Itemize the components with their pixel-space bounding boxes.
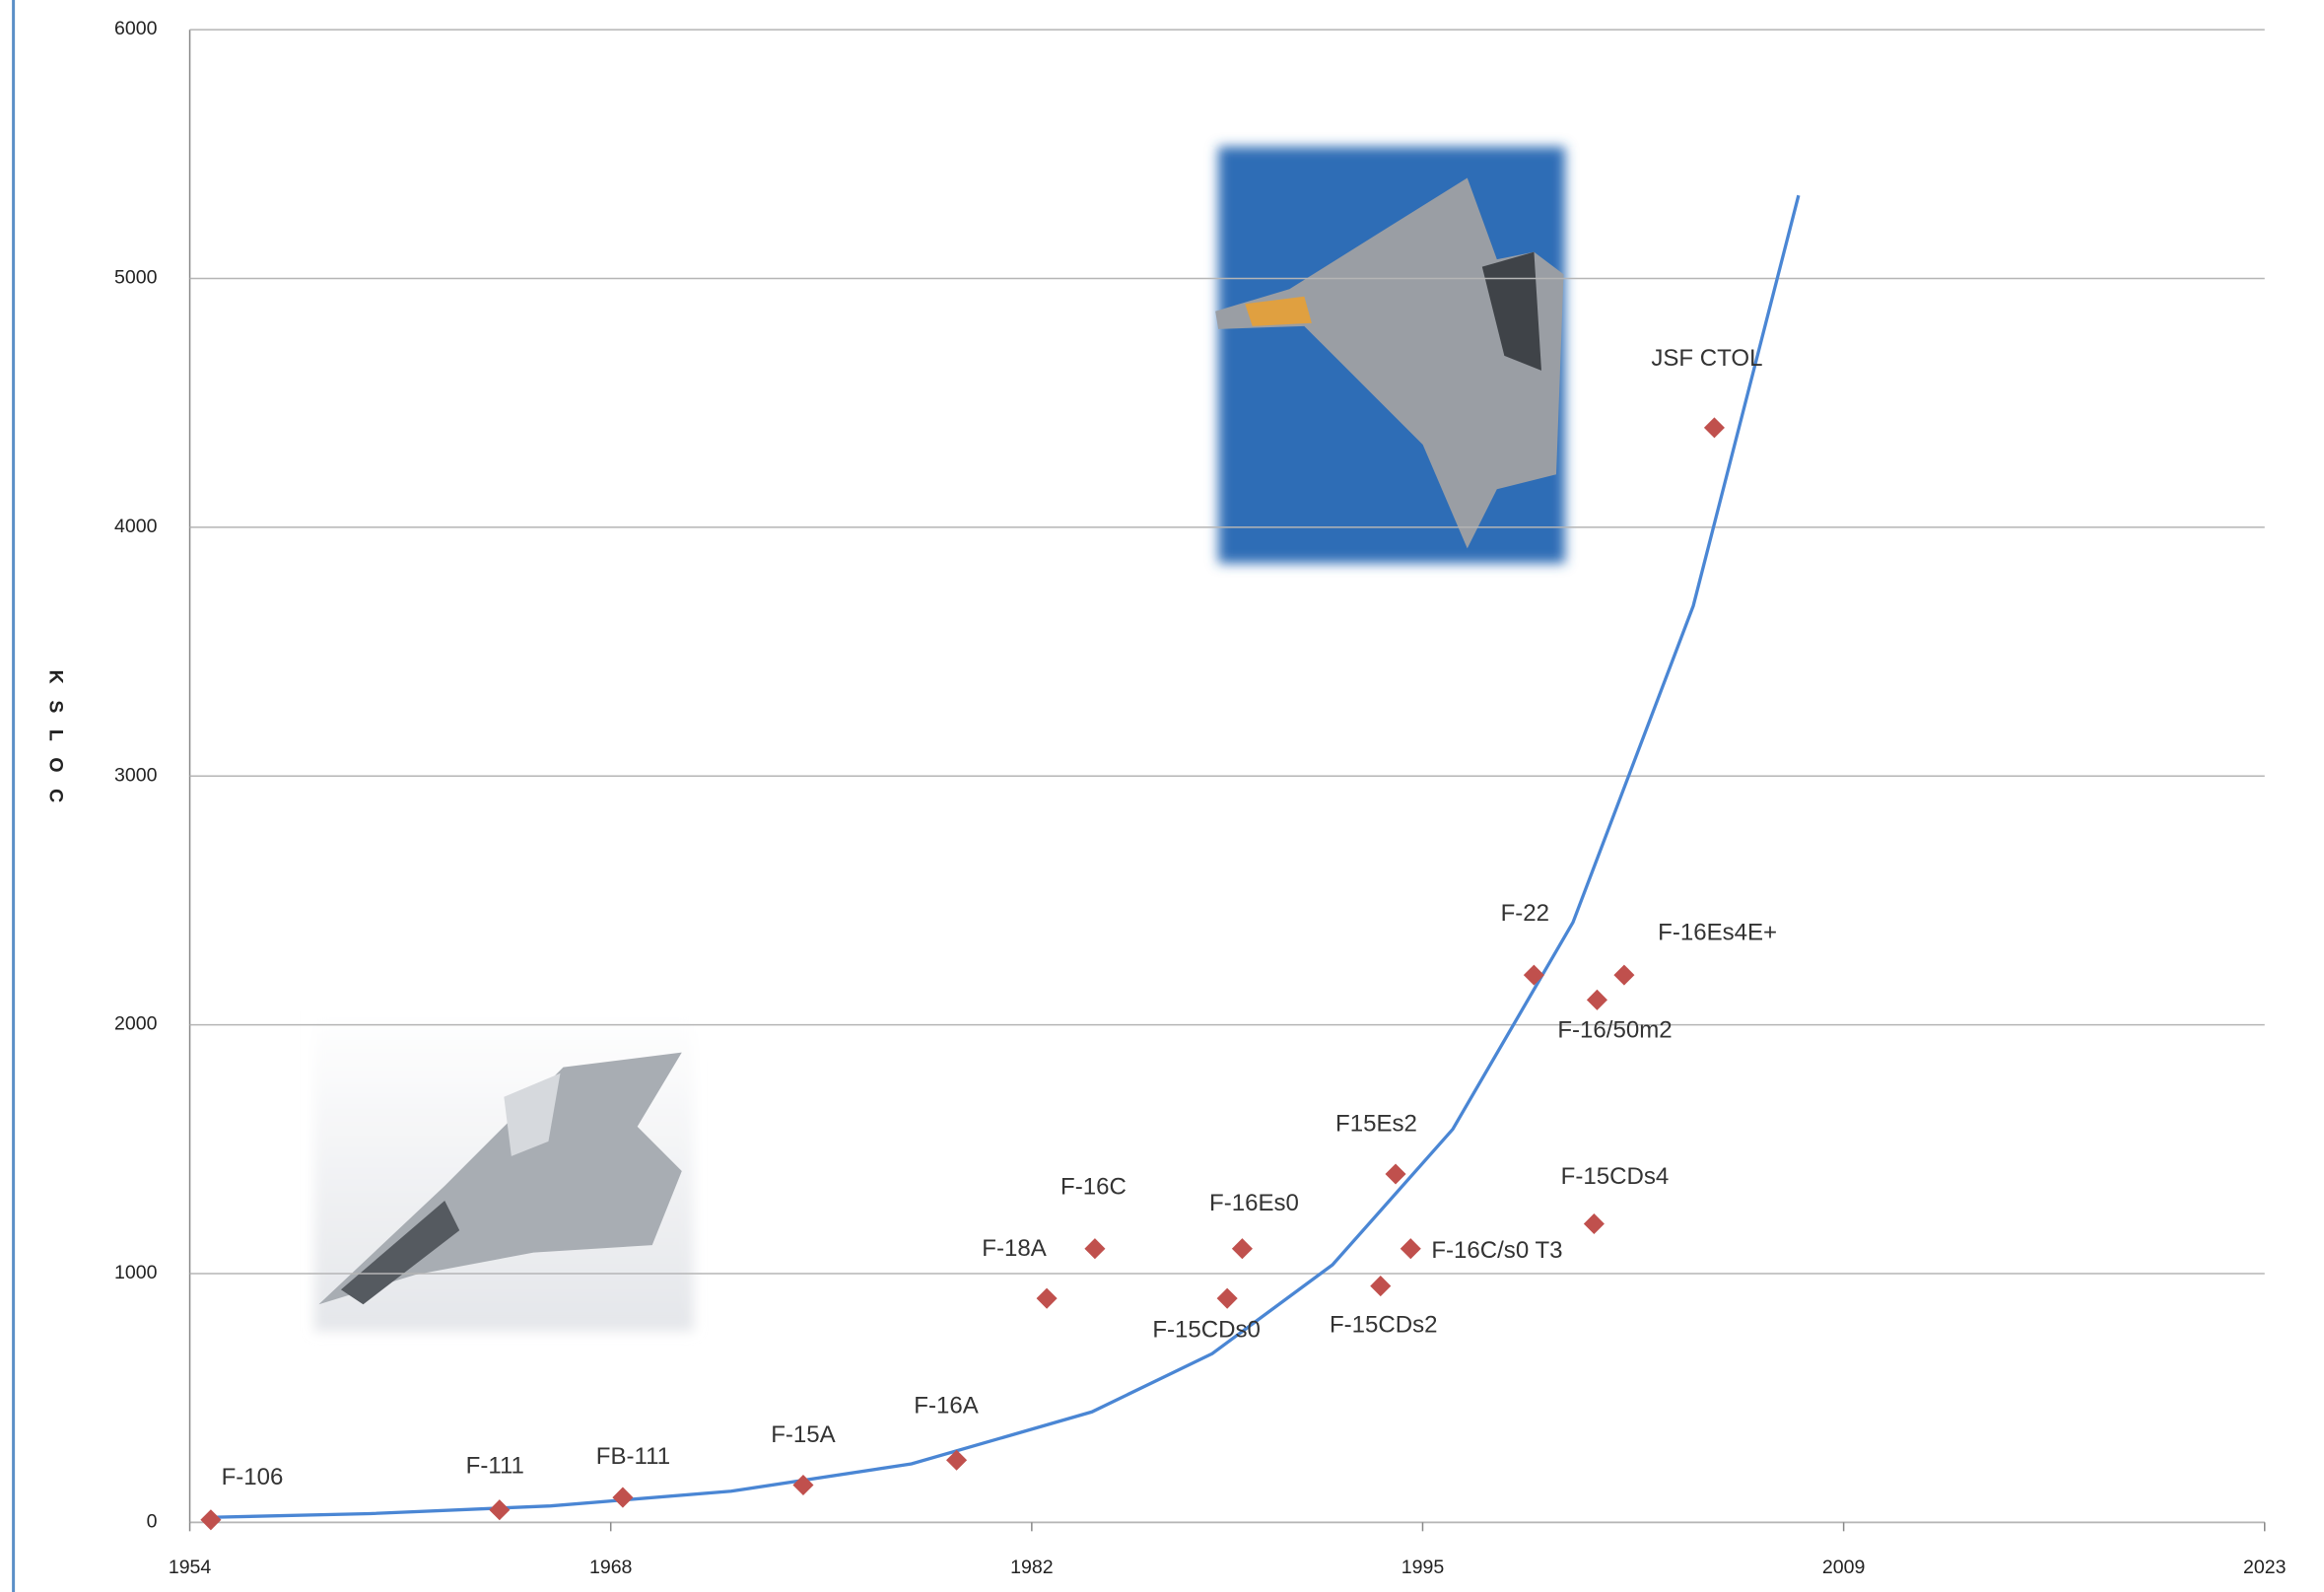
point-label: F-18A (982, 1235, 1046, 1262)
point-label: FB-111 (596, 1443, 670, 1470)
point-label: F-16A (914, 1392, 978, 1419)
data-point (792, 1474, 814, 1495)
data-point (1036, 1287, 1058, 1309)
data-point (1523, 964, 1544, 986)
x-tick-label: 2023 (2243, 1557, 2286, 1578)
y-tick-label: 5000 (114, 267, 158, 289)
x-tick-label: 1954 (169, 1557, 212, 1578)
point-label: F15Es2 (1335, 1111, 1417, 1138)
x-tick-label: 1995 (1401, 1557, 1445, 1578)
point-label: F-15CDs0 (1152, 1317, 1261, 1344)
jet-photo-top (1215, 146, 1566, 564)
y-tick-label: 0 (147, 1510, 158, 1532)
y-tick-label: 3000 (114, 764, 158, 786)
x-tick-label: 2009 (1822, 1557, 1865, 1578)
data-point (1084, 1238, 1106, 1260)
point-label: JSF CTOL (1651, 345, 1762, 372)
point-label: F-16C/s0 T3 (1431, 1237, 1562, 1264)
data-point (1400, 1238, 1421, 1260)
point-label: F-16/50m2 (1557, 1016, 1672, 1043)
point-label: F-15CDs2 (1330, 1312, 1438, 1339)
data-point (946, 1449, 968, 1471)
data-point (1703, 417, 1725, 439)
y-tick-label: 6000 (114, 18, 158, 39)
point-label: F-22 (1501, 900, 1549, 927)
point-label: F-15A (771, 1421, 835, 1448)
point-label: F-111 (466, 1452, 524, 1479)
point-label: F-16C (1060, 1173, 1127, 1200)
data-point (1370, 1276, 1392, 1297)
data-point (200, 1509, 222, 1531)
point-label: F-106 (222, 1464, 284, 1490)
data-point (612, 1487, 634, 1508)
x-tick-label: 1968 (589, 1557, 633, 1578)
data-point (1586, 989, 1607, 1010)
trend-line (210, 194, 1801, 1519)
y-tick-label: 1000 (114, 1262, 158, 1283)
point-label: F-16Es0 (1209, 1190, 1299, 1216)
x-tick-label: 1982 (1010, 1557, 1053, 1578)
y-tick-label: 4000 (114, 516, 158, 537)
data-point (1613, 964, 1635, 986)
point-label: F-16Es4E+ (1658, 919, 1777, 945)
data-point (1216, 1287, 1238, 1309)
data-point (1385, 1163, 1406, 1185)
y-tick-label: 2000 (114, 1013, 158, 1035)
y-axis-label: KSLOC (45, 670, 67, 819)
data-point (1231, 1238, 1253, 1260)
data-point (1583, 1212, 1605, 1235)
point-label: F-15CDs4 (1561, 1163, 1670, 1190)
jet-photo-bottom (313, 1010, 694, 1332)
